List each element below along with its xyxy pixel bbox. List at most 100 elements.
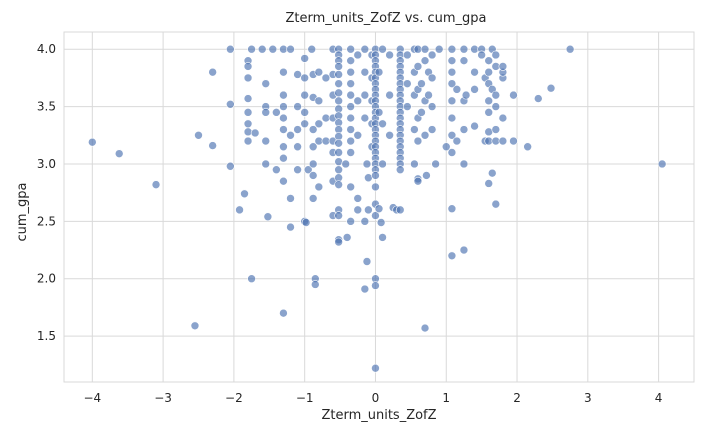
grid-layer [64,32,694,382]
data-point [208,141,217,150]
data-point [286,194,295,203]
data-point [410,159,419,169]
y-tick-label: 3.5 [37,100,56,114]
data-point [447,79,457,88]
data-point [413,62,423,71]
data-point [376,218,386,227]
data-point [371,171,380,180]
data-point [346,217,355,226]
data-point [459,125,469,134]
data-point [341,159,351,169]
data-point [151,180,161,189]
data-point [523,142,532,152]
data-point [300,90,309,100]
data-point [314,96,324,106]
data-point [243,73,253,83]
data-point [346,44,355,54]
data-point [447,96,457,106]
data-point [286,222,295,232]
data-point [334,148,343,157]
data-point [410,125,419,134]
y-tick-label: 1.5 [37,329,56,343]
data-point [491,50,501,60]
data-point [114,149,124,158]
data-point [498,113,508,123]
data-point [334,157,343,166]
data-point [491,90,501,100]
data-point [261,108,271,117]
data-point [300,73,309,83]
data-point [334,139,343,148]
data-point [334,96,343,106]
data-point [308,125,318,134]
data-point [452,85,462,94]
data-point [346,79,355,88]
data-point [378,119,387,129]
data-point [417,108,426,117]
y-tick-label: 2.0 [37,272,56,286]
data-point [371,363,380,373]
data-point [447,148,457,157]
data-point [447,67,457,77]
data-point [413,136,423,146]
data-point [447,56,457,65]
data-point [346,67,355,77]
data-point [279,176,288,186]
data-point [360,113,370,123]
data-point [272,165,281,175]
data-point [364,205,373,215]
data-point [334,211,343,220]
data-point [447,130,457,140]
data-point [484,108,494,117]
data-point [243,136,253,146]
data-point [362,257,372,266]
data-point [334,62,343,71]
data-point [420,56,430,65]
data-point [243,108,253,117]
data-point [509,136,518,146]
x-tick-label: 1 [442,391,450,405]
data-point [346,102,355,111]
data-point [461,90,471,100]
data-point [403,102,412,111]
x-tick-label: 2 [513,391,521,405]
data-point [286,44,295,54]
data-point [334,79,343,88]
data-point [286,130,295,140]
data-point [293,142,302,152]
y-tick-label: 2.5 [37,214,56,228]
data-point [447,251,457,261]
data-point [353,50,363,60]
data-point [268,44,278,54]
data-point [403,79,412,88]
data-point [334,180,343,189]
data-point [261,136,271,146]
data-point [235,205,244,215]
data-point [447,204,457,214]
data-point [484,179,494,188]
data-point [484,96,494,106]
data-point [226,161,235,171]
data-point [300,119,309,129]
data-point [353,130,363,140]
data-point [491,125,501,134]
data-point [334,237,343,247]
data-point [427,73,437,83]
data-point [427,102,437,111]
x-axis-ticks: −4 −3 −2 −1 0 1 2 3 4 [83,391,662,405]
data-point [362,159,372,169]
data-point [403,50,412,60]
data-point [261,79,271,88]
data-point [308,171,318,180]
data-point [452,136,462,146]
data-point [346,136,355,146]
data-point [459,56,469,65]
data-point [484,67,494,77]
data-point [420,44,430,54]
data-point [395,205,405,215]
data-point [420,130,430,140]
chart-title: Zterm_units_ZofZ vs. cum_gpa [286,11,487,26]
data-point [413,176,423,186]
data-point [300,54,309,63]
data-point [447,44,457,54]
